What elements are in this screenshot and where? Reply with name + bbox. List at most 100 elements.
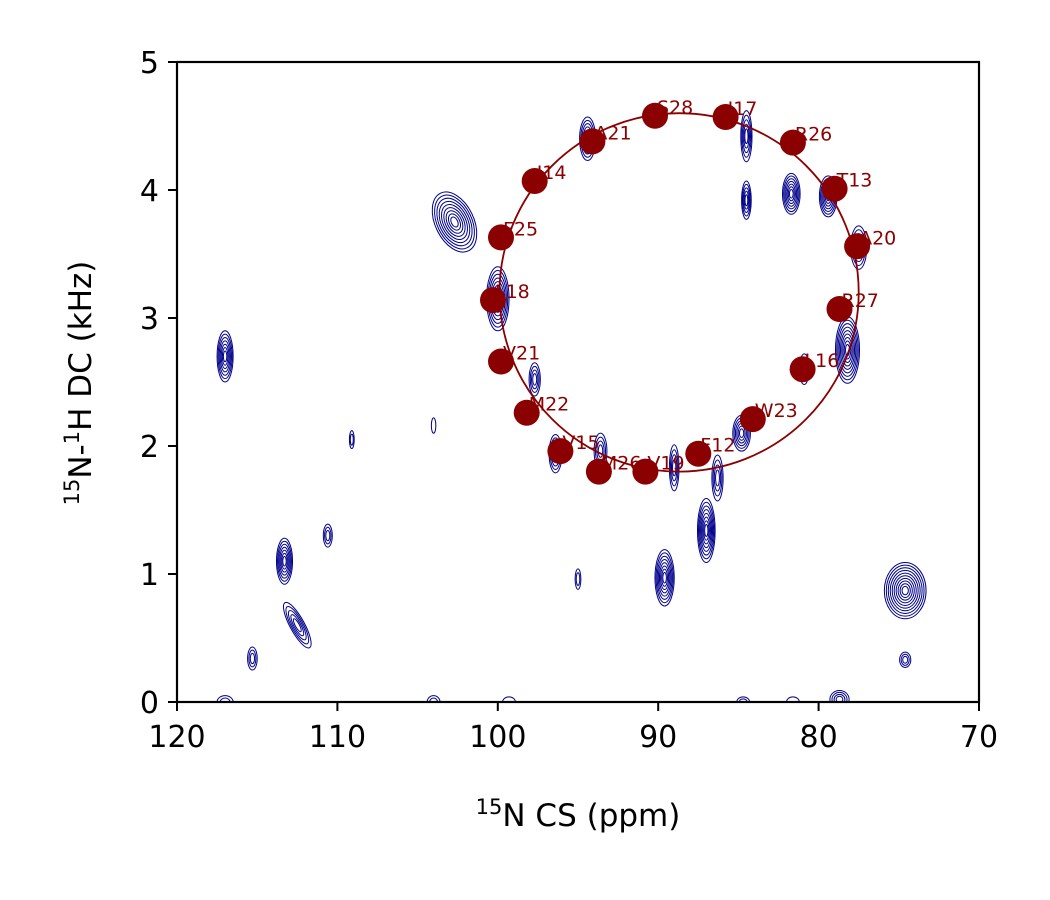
contour-line — [833, 693, 846, 702]
contour-line — [786, 183, 796, 205]
contour-line — [700, 509, 713, 552]
contour-line — [715, 469, 720, 487]
contour-line — [698, 501, 715, 560]
fitted-peak-label: M22 — [529, 394, 570, 416]
contour-line — [221, 347, 229, 366]
contour-line — [902, 655, 909, 664]
plot-frame — [175, 60, 981, 704]
contour-line — [741, 183, 751, 217]
contour-line — [662, 572, 667, 584]
contour-line — [447, 213, 462, 231]
contour-line — [285, 606, 310, 645]
contour-line — [670, 454, 678, 482]
fitted-peak-label: F25 — [503, 218, 538, 240]
contour-line — [835, 695, 844, 702]
contour-peak — [283, 601, 312, 649]
fitted-peak-label: V19 — [647, 453, 684, 475]
contour-line — [738, 428, 745, 439]
contour-line — [837, 323, 858, 377]
fitted-peak-marker — [826, 296, 853, 322]
contour-line — [829, 689, 850, 702]
contour-peak — [502, 696, 516, 702]
contour-line — [248, 649, 257, 668]
fitted-peak: A20 — [844, 227, 896, 260]
y-tick-label: 3 — [140, 302, 159, 337]
contour-line — [661, 568, 669, 587]
x-axis-label: 15N CS (ppm) — [476, 795, 681, 834]
contour-peak — [785, 696, 800, 702]
contour-line — [781, 172, 801, 215]
contour-line — [322, 523, 333, 548]
x-tick-label: 90 — [639, 720, 677, 755]
fitted-peak-label: M26 — [601, 453, 642, 475]
contour-line — [431, 191, 478, 253]
y-tick-label: 0 — [140, 686, 159, 721]
contour-peak — [247, 646, 258, 671]
contour-line — [529, 365, 540, 393]
contour-line — [787, 186, 795, 202]
fitted-peak-label: I14 — [537, 162, 567, 184]
fitted-peak-marker — [480, 287, 506, 314]
contour-line — [450, 216, 459, 228]
contour-peak — [322, 523, 333, 548]
fitted-peak-label: R27 — [842, 290, 879, 312]
contour-line — [220, 343, 230, 370]
contour-line — [784, 178, 799, 210]
y-tick-label: 5 — [140, 46, 159, 81]
fitted-peak: T13 — [821, 170, 873, 202]
contour-line — [839, 330, 856, 370]
fitted-peak: R26 — [779, 124, 832, 156]
fitted-peak-marker — [739, 406, 766, 433]
fitted-peak: S28 — [642, 97, 693, 129]
fitted-peak-label: A21 — [594, 122, 631, 144]
fitted-peak: V15 — [547, 432, 600, 465]
x-tick-label: 80 — [800, 720, 838, 755]
fitted-peak: L18 — [480, 281, 530, 314]
contour-line — [841, 333, 854, 367]
fitted-peak: M26 — [585, 453, 642, 485]
contour-peak — [829, 689, 850, 702]
contour-line — [736, 696, 751, 702]
contour-line — [531, 369, 539, 390]
contour-line — [885, 564, 925, 617]
contour-line — [743, 190, 750, 210]
contour-line — [430, 417, 437, 434]
contour-line — [699, 505, 714, 556]
contour-line — [785, 696, 800, 702]
contour-line — [324, 526, 332, 545]
y-tick-label: 1 — [140, 558, 159, 593]
contour-line — [349, 433, 354, 446]
fitted-peak-marker — [685, 440, 712, 467]
contour-peak — [654, 549, 675, 607]
contour-line — [900, 653, 910, 666]
contour-line — [672, 459, 677, 477]
contour-peak — [834, 316, 861, 384]
contour-peak — [348, 430, 355, 450]
contour-line — [887, 567, 923, 614]
y-axis-ticks: 0 1 2 3 4 5 — [140, 46, 177, 721]
contour-peak — [528, 362, 541, 397]
fitted-peak-label: T13 — [836, 170, 873, 192]
contour-line — [889, 569, 921, 612]
contour-line — [283, 601, 312, 649]
contour-line — [277, 540, 292, 582]
contour-line — [788, 188, 794, 199]
contour-line — [279, 546, 290, 576]
contour-line — [436, 197, 473, 247]
x-tick-label: 70 — [960, 720, 998, 755]
fitted-peak: F12 — [685, 435, 735, 467]
contour-line — [669, 449, 679, 487]
contour-peak — [740, 110, 753, 163]
contour-line — [656, 555, 673, 600]
contour-line — [249, 652, 256, 665]
fitted-peak-label: R26 — [795, 124, 832, 146]
fitted-peak-label: A20 — [859, 227, 896, 249]
contour-line — [281, 552, 288, 570]
y-tick-label: 4 — [140, 174, 159, 209]
fitted-peak: V21 — [488, 343, 540, 375]
contour-line — [280, 549, 289, 573]
contour-line — [217, 333, 233, 380]
contour-line — [742, 119, 751, 154]
fitted-peak-label: L18 — [495, 281, 530, 303]
